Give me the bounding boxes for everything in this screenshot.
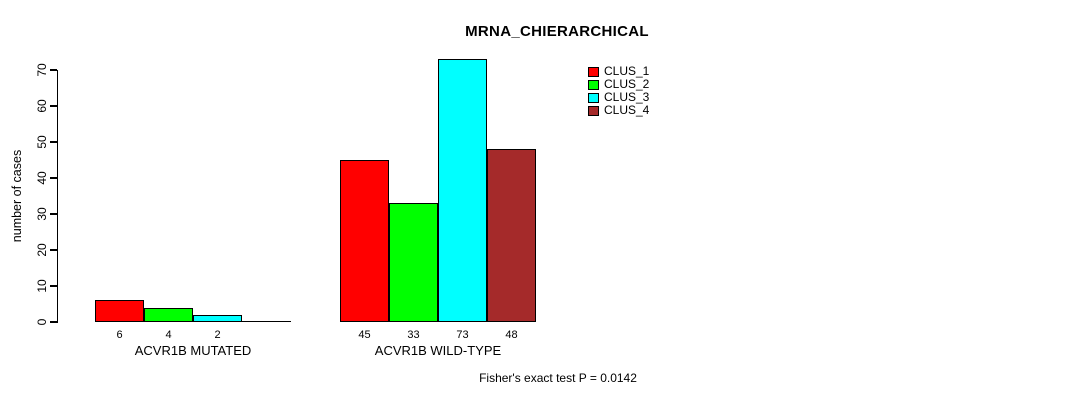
y-tick-mark: [50, 141, 57, 143]
legend-item: CLUS_2: [588, 78, 649, 91]
bar-clus_1: [95, 300, 144, 322]
y-tick-mark: [50, 105, 57, 107]
y-tick-label: 10: [35, 279, 49, 293]
y-tick-label: 20: [35, 243, 49, 257]
legend-label: CLUS_2: [604, 77, 650, 91]
x-category-label: ACVR1B WILD-TYPE: [374, 343, 502, 358]
legend: CLUS_1 CLUS_2 CLUS_3 CLUS_4: [588, 65, 649, 117]
legend-swatch-clus_1: [588, 66, 599, 77]
y-axis-title: number of cases: [10, 149, 24, 243]
bar-value-label: 33: [407, 329, 420, 341]
legend-item: CLUS_1: [588, 65, 649, 78]
bar-value-label: 2: [214, 329, 221, 341]
bar-value-label: 6: [116, 329, 123, 341]
legend-label: CLUS_3: [604, 90, 650, 104]
y-tick-label: 70: [35, 63, 49, 77]
y-axis-line: [56, 70, 58, 324]
y-tick-mark: [50, 285, 57, 287]
legend-swatch-clus_3: [588, 92, 599, 103]
bar-clus_4-zero: [242, 321, 291, 323]
legend-swatch-clus_4: [588, 105, 599, 116]
y-tick-label: 30: [35, 207, 49, 221]
bar-value-label: 48: [505, 329, 518, 341]
legend-swatch-clus_2: [588, 79, 599, 90]
y-tick-mark: [50, 213, 57, 215]
bar-value-label: 4: [165, 329, 172, 341]
legend-label: CLUS_4: [604, 103, 650, 117]
bar-clus_2: [144, 307, 193, 322]
bar-clus_3: [438, 59, 487, 322]
legend-label: CLUS_1: [604, 64, 650, 78]
bar-clus_2: [389, 203, 438, 322]
legend-item: CLUS_4: [588, 104, 649, 117]
chart-title: MRNA_CHIERARCHICAL: [465, 23, 649, 40]
x-category-label: ACVR1B MUTATED: [134, 343, 252, 358]
y-tick-label: 40: [35, 171, 49, 185]
y-tick-mark: [50, 321, 57, 323]
y-tick-label: 50: [35, 135, 49, 149]
legend-item: CLUS_3: [588, 91, 649, 104]
bar-clus_1: [340, 160, 389, 322]
bar-value-label: 73: [456, 329, 469, 341]
y-tick-mark: [50, 249, 57, 251]
y-tick-mark: [50, 69, 57, 71]
annotation-text: Fisher's exact test P = 0.0142: [479, 371, 637, 385]
y-tick-label: 60: [35, 99, 49, 113]
y-tick-label: 0: [35, 318, 49, 326]
bar-clus_3: [193, 314, 242, 322]
y-tick-mark: [50, 177, 57, 179]
bar-clus_4: [487, 149, 536, 322]
bar-value-label: 45: [358, 329, 371, 341]
